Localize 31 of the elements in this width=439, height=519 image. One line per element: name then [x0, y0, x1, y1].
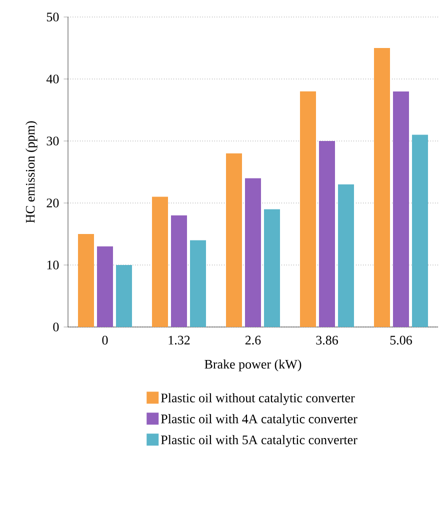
x-tick-label: 3.86	[316, 336, 338, 345]
bar	[374, 48, 390, 327]
bar	[393, 91, 409, 327]
x-axis-title: Brake power (kW)	[204, 360, 302, 372]
bar	[152, 196, 168, 327]
bar	[97, 246, 113, 327]
bar	[171, 215, 187, 327]
legend-label: Plastic oil with 4A catalytic converter	[161, 414, 358, 426]
y-tick-label: 0	[53, 322, 59, 332]
y-tick-label: 40	[46, 74, 59, 84]
y-tick-label: 10	[47, 260, 59, 270]
bar	[116, 265, 132, 327]
bar	[412, 134, 428, 327]
bar	[300, 91, 316, 327]
bar	[319, 141, 335, 327]
bar	[244, 178, 261, 327]
x-tick-label: 1.32	[168, 336, 190, 345]
y-axis-title: HC emission (ppm)	[26, 121, 38, 223]
x-tick-label: 5.06	[390, 336, 412, 345]
x-tick-label: 2.6	[245, 336, 261, 345]
bar	[226, 153, 242, 327]
y-tick-label: 30	[46, 136, 59, 146]
bar	[264, 209, 280, 327]
legend-label: Plastic oil without catalytic converter	[161, 393, 355, 406]
bar	[338, 184, 354, 327]
y-tick-label: 50	[46, 12, 59, 22]
bar	[190, 240, 206, 327]
legend-label: Plastic oil with 5A catalytic converter	[161, 435, 358, 447]
x-tick-label: 0	[102, 336, 108, 345]
bar	[78, 234, 94, 327]
y-tick-label: 20	[46, 198, 59, 208]
